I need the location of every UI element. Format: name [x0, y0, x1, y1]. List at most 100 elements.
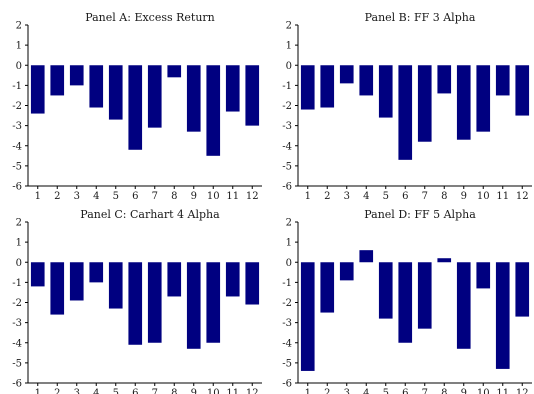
y-tick-label: -6 — [282, 379, 292, 390]
bar — [359, 65, 374, 96]
bar — [167, 262, 182, 297]
x-tick-label: 7 — [422, 388, 428, 394]
y-tick-label: 2 — [16, 21, 22, 32]
bar — [89, 262, 104, 283]
x-tick-label: 11 — [226, 191, 239, 202]
x-tick-label: 11 — [496, 388, 509, 394]
bar — [417, 65, 432, 142]
y-tick-label: 1 — [286, 41, 292, 52]
x-tick-label: 3 — [344, 191, 350, 202]
bar — [50, 262, 65, 315]
y-tick-label: -4 — [282, 338, 292, 349]
x-tick-label: 2 — [324, 388, 330, 394]
bar — [398, 262, 413, 343]
panel-a-title: Panel A: Excess Return — [85, 11, 215, 24]
bar — [30, 65, 45, 114]
y-tick-label: 2 — [286, 21, 292, 32]
x-tick-label: 3 — [344, 388, 350, 394]
x-tick-label: 7 — [152, 388, 158, 394]
y-tick-label: -5 — [12, 358, 22, 369]
bar — [206, 65, 221, 156]
bar — [476, 262, 491, 289]
x-tick-label: 8 — [171, 191, 177, 202]
x-tick-label: 2 — [324, 191, 330, 202]
bar — [339, 262, 354, 281]
panel-b: Panel B: FF 3 Alpha 210-1-2-3-4-5-61 2 3 4 5… — [282, 11, 532, 202]
panel-d-title: Panel D: FF 5 Alpha — [364, 208, 476, 221]
bar — [378, 65, 393, 118]
bar — [128, 65, 143, 150]
x-tick-label: 1 — [35, 388, 41, 394]
x-tick-label: 6 — [402, 191, 408, 202]
y-tick-label: -4 — [12, 338, 22, 349]
y-tick-label: -6 — [12, 182, 22, 193]
x-tick-label: 5 — [113, 388, 119, 394]
bar — [515, 65, 530, 116]
y-tick-label: 1 — [16, 238, 22, 249]
y-tick-label: 2 — [16, 218, 22, 229]
y-tick-label: -3 — [12, 121, 22, 132]
bar — [476, 65, 491, 132]
y-tick-label: -4 — [12, 141, 22, 152]
bar — [128, 262, 143, 345]
x-tick-label: 4 — [93, 388, 99, 394]
bar — [30, 262, 45, 287]
bar — [108, 65, 123, 120]
x-tick-label: 11 — [496, 191, 509, 202]
panel-a: Panel A: Excess Return 210-1-2-3-4-5-61 2… — [12, 11, 262, 202]
x-tick-label: 9 — [191, 191, 197, 202]
x-tick-label: 12 — [246, 191, 259, 202]
panel-c: Panel C: Carhart 4 Alpha 210-1-2-3-4-5-6… — [12, 208, 262, 394]
x-tick-label: 9 — [191, 388, 197, 394]
bar — [147, 262, 162, 343]
x-tick-label: 7 — [152, 191, 158, 202]
x-tick-label: 4 — [363, 191, 369, 202]
bar — [515, 262, 530, 317]
bar — [89, 65, 104, 108]
y-tick-label: -1 — [12, 81, 22, 92]
x-tick-label: 1 — [35, 191, 41, 202]
bar — [320, 65, 335, 108]
bar — [167, 65, 182, 78]
y-tick-label: -6 — [282, 182, 292, 193]
y-tick-label: 0 — [16, 61, 22, 72]
bar — [320, 262, 335, 313]
x-tick-label: 3 — [74, 191, 80, 202]
x-tick-label: 12 — [516, 191, 529, 202]
bar — [225, 65, 240, 112]
bar — [147, 65, 162, 128]
y-tick-label: -3 — [282, 121, 292, 132]
y-tick-label: 1 — [286, 238, 292, 249]
x-tick-label: 7 — [422, 191, 428, 202]
y-tick-label: -2 — [12, 298, 22, 309]
x-tick-label: 4 — [363, 388, 369, 394]
x-tick-label: 9 — [461, 388, 467, 394]
x-tick-label: 6 — [402, 388, 408, 394]
y-tick-label: -2 — [282, 298, 292, 309]
panel-b-title: Panel B: FF 3 Alpha — [365, 11, 476, 24]
panel-c-title: Panel C: Carhart 4 Alpha — [80, 208, 220, 221]
y-tick-label: -1 — [282, 81, 292, 92]
y-tick-label: -4 — [282, 141, 292, 152]
y-tick-label: -5 — [282, 358, 292, 369]
bar — [186, 262, 201, 349]
bar — [495, 262, 510, 369]
x-tick-label: 2 — [54, 191, 60, 202]
x-tick-label: 12 — [246, 388, 259, 394]
x-tick-label: 1 — [305, 388, 311, 394]
y-tick-label: -2 — [282, 101, 292, 112]
bar — [359, 250, 374, 263]
x-tick-label: 2 — [54, 388, 60, 394]
panel-d: Panel D: FF 5 Alpha 210-1-2-3-4-5-61 2 3 4 5… — [282, 208, 532, 394]
x-tick-label: 5 — [113, 191, 119, 202]
bar — [186, 65, 201, 132]
x-tick-label: 10 — [207, 191, 220, 202]
bar — [225, 262, 240, 297]
x-tick-label: 8 — [441, 191, 447, 202]
x-tick-label: 9 — [461, 191, 467, 202]
bar — [300, 262, 315, 371]
y-tick-label: 2 — [286, 218, 292, 229]
x-tick-label: 6 — [132, 191, 138, 202]
x-tick-label: 4 — [93, 191, 99, 202]
